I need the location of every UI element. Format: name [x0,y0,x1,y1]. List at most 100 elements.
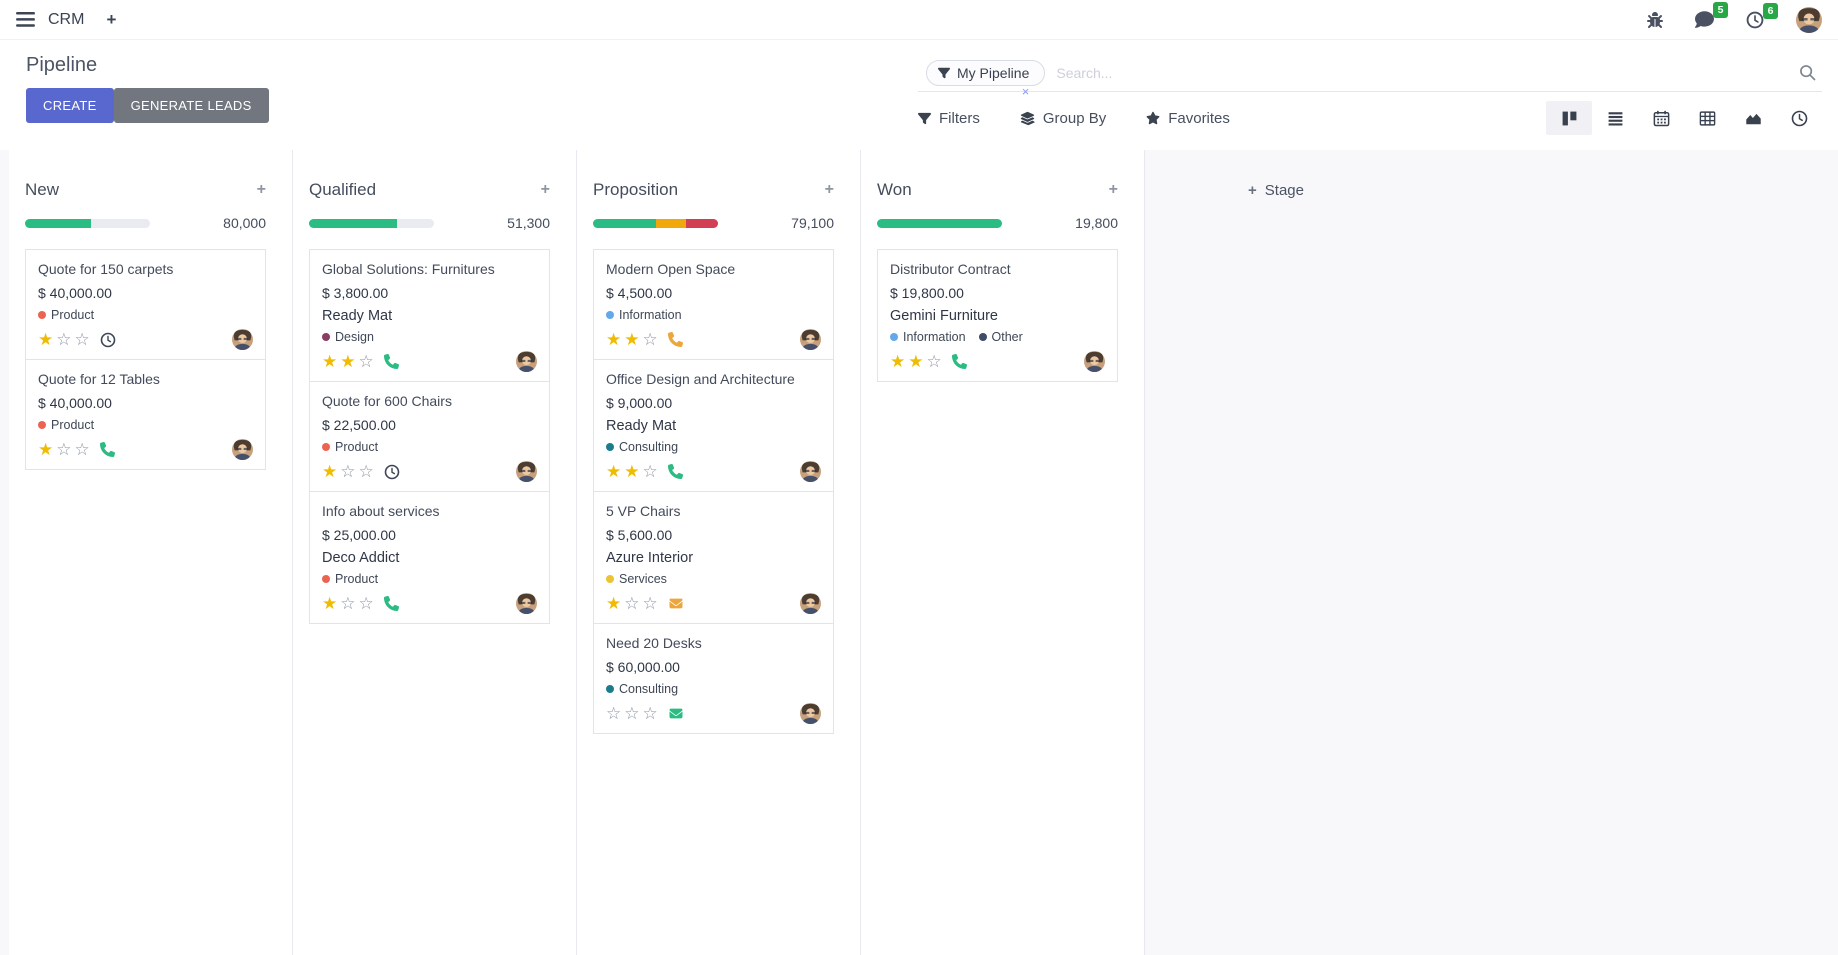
column-add-icon[interactable]: + [256,181,266,198]
progress-segment[interactable] [685,218,718,228]
priority-stars: ★ ☆ ☆ [606,595,658,612]
view-graph-icon[interactable] [1730,101,1776,135]
activities-clock-icon[interactable]: 6 [1746,2,1778,29]
column-progressbar[interactable] [309,218,434,228]
kanban-card[interactable]: 5 VP Chairs $ 5,600.00 Azure Interior Se… [593,491,834,624]
priority-star-filled-icon[interactable]: ★ [606,330,622,349]
priority-star-empty-icon[interactable]: ☆ [642,462,658,481]
column-add-icon[interactable]: + [540,181,550,198]
add-stage-button[interactable]: + Stage [1248,182,1304,199]
priority-star-filled-icon[interactable]: ★ [340,352,356,371]
create-button[interactable]: CREATE [26,88,114,123]
priority-star-filled-icon[interactable]: ★ [38,440,54,459]
priority-star-empty-icon[interactable]: ☆ [624,594,640,613]
messages-count-badge: 5 [1713,2,1728,19]
priority-star-filled-icon[interactable]: ★ [606,594,622,613]
phone-icon[interactable] [667,332,683,347]
view-activity-icon[interactable] [1776,101,1822,135]
user-avatar[interactable] [1796,6,1822,33]
view-calendar-icon[interactable] [1638,101,1684,135]
clock-icon[interactable] [100,332,116,348]
view-kanban-icon[interactable] [1546,101,1592,135]
priority-star-empty-icon[interactable]: ☆ [358,594,374,613]
progress-segment[interactable] [309,218,397,228]
navbar-plus-icon[interactable]: + [106,9,117,29]
priority-star-empty-icon[interactable]: ☆ [606,704,622,723]
card-tags: Information [606,308,821,322]
phone-icon[interactable] [99,442,115,457]
column-progressbar[interactable] [25,218,150,228]
kanban-card[interactable]: Info about services $ 25,000.00 Deco Add… [309,491,550,624]
filters-button[interactable]: Filters [918,110,980,127]
priority-star-empty-icon[interactable]: ☆ [56,440,72,459]
kanban-card[interactable]: Quote for 150 carpets $ 40,000.00 Produc… [25,249,266,360]
priority-star-empty-icon[interactable]: ☆ [56,330,72,349]
priority-star-empty-icon[interactable]: ☆ [926,352,942,371]
priority-star-empty-icon[interactable]: ☆ [74,330,90,349]
priority-stars: ★ ★ ☆ [890,353,942,370]
search-icon[interactable] [1799,64,1816,81]
priority-star-filled-icon[interactable]: ★ [908,352,924,371]
priority-star-empty-icon[interactable]: ☆ [624,704,640,723]
mail-icon[interactable] [668,597,684,610]
card-amount: $ 5,600.00 [606,527,673,543]
priority-star-filled-icon[interactable]: ★ [606,462,622,481]
column-progressbar[interactable] [593,218,718,228]
column-progressbar[interactable] [877,218,1002,228]
favorites-button[interactable]: Favorites [1146,110,1230,127]
search-input[interactable] [1056,64,1799,81]
card-avatar [800,703,821,724]
kanban-card[interactable]: Quote for 12 Tables $ 40,000.00 Product … [25,359,266,470]
priority-star-filled-icon[interactable]: ★ [624,330,640,349]
kanban-column: Qualified + 51,300 Global Solutions: Fur… [293,150,577,955]
priority-star-empty-icon[interactable]: ☆ [642,330,658,349]
progress-segment[interactable] [25,218,92,228]
view-pivot-icon[interactable] [1684,101,1730,135]
messages-icon[interactable]: 5 [1695,2,1728,29]
kanban-card[interactable]: Office Design and Architecture $ 9,000.0… [593,359,834,492]
priority-star-empty-icon[interactable]: ☆ [340,462,356,481]
clock-icon[interactable] [384,464,400,480]
column-add-icon[interactable]: + [1108,181,1118,198]
priority-star-empty-icon[interactable]: ☆ [340,594,356,613]
phone-icon[interactable] [383,596,399,611]
kanban-card[interactable]: Quote for 600 Chairs $ 22,500.00 Product… [309,381,550,492]
group-by-button[interactable]: Group By [1020,110,1106,127]
kanban-card[interactable]: Global Solutions: Furnitures $ 3,800.00 … [309,249,550,382]
progress-segment[interactable] [593,218,656,228]
phone-icon[interactable] [667,464,683,479]
kanban-card[interactable]: Need 20 Desks $ 60,000.00 Consulting ☆ ☆ ☆ [593,623,834,734]
priority-star-empty-icon[interactable]: ☆ [74,440,90,459]
kanban-card[interactable]: Distributor Contract $ 19,800.00 Gemini … [877,249,1118,382]
generate-leads-button[interactable]: GENERATE LEADS [113,88,269,123]
priority-star-filled-icon[interactable]: ★ [322,462,338,481]
column-title[interactable]: Proposition [593,180,679,199]
priority-star-filled-icon[interactable]: ★ [624,462,640,481]
app-name[interactable]: CRM [48,10,85,28]
debug-bug-icon[interactable] [1647,11,1663,28]
priority-star-filled-icon[interactable]: ★ [38,330,54,349]
card-tags: Product [38,418,253,432]
facet-remove-icon[interactable]: × [1021,83,1030,99]
column-title[interactable]: Won [877,180,912,199]
priority-star-filled-icon[interactable]: ★ [322,352,338,371]
apps-menu-icon[interactable] [16,12,35,27]
mail-icon[interactable] [668,707,684,720]
priority-star-empty-icon[interactable]: ☆ [642,704,658,723]
column-title[interactable]: New [25,180,60,199]
priority-star-filled-icon[interactable]: ★ [890,352,906,371]
tag-dot-icon [322,333,330,341]
phone-icon[interactable] [383,354,399,369]
priority-star-empty-icon[interactable]: ☆ [642,594,658,613]
priority-star-filled-icon[interactable]: ★ [322,594,338,613]
phone-icon[interactable] [951,354,967,369]
column-title[interactable]: Qualified [309,180,377,199]
kanban-card[interactable]: Modern Open Space $ 4,500.00 Information… [593,249,834,360]
search-facet-my-pipeline[interactable]: My Pipeline × [926,59,1046,99]
column-add-icon[interactable]: + [824,181,834,198]
priority-star-empty-icon[interactable]: ☆ [358,462,374,481]
progress-segment[interactable] [877,218,1002,228]
view-list-icon[interactable] [1592,101,1638,135]
priority-star-empty-icon[interactable]: ☆ [358,352,374,371]
progress-segment[interactable] [655,218,686,228]
